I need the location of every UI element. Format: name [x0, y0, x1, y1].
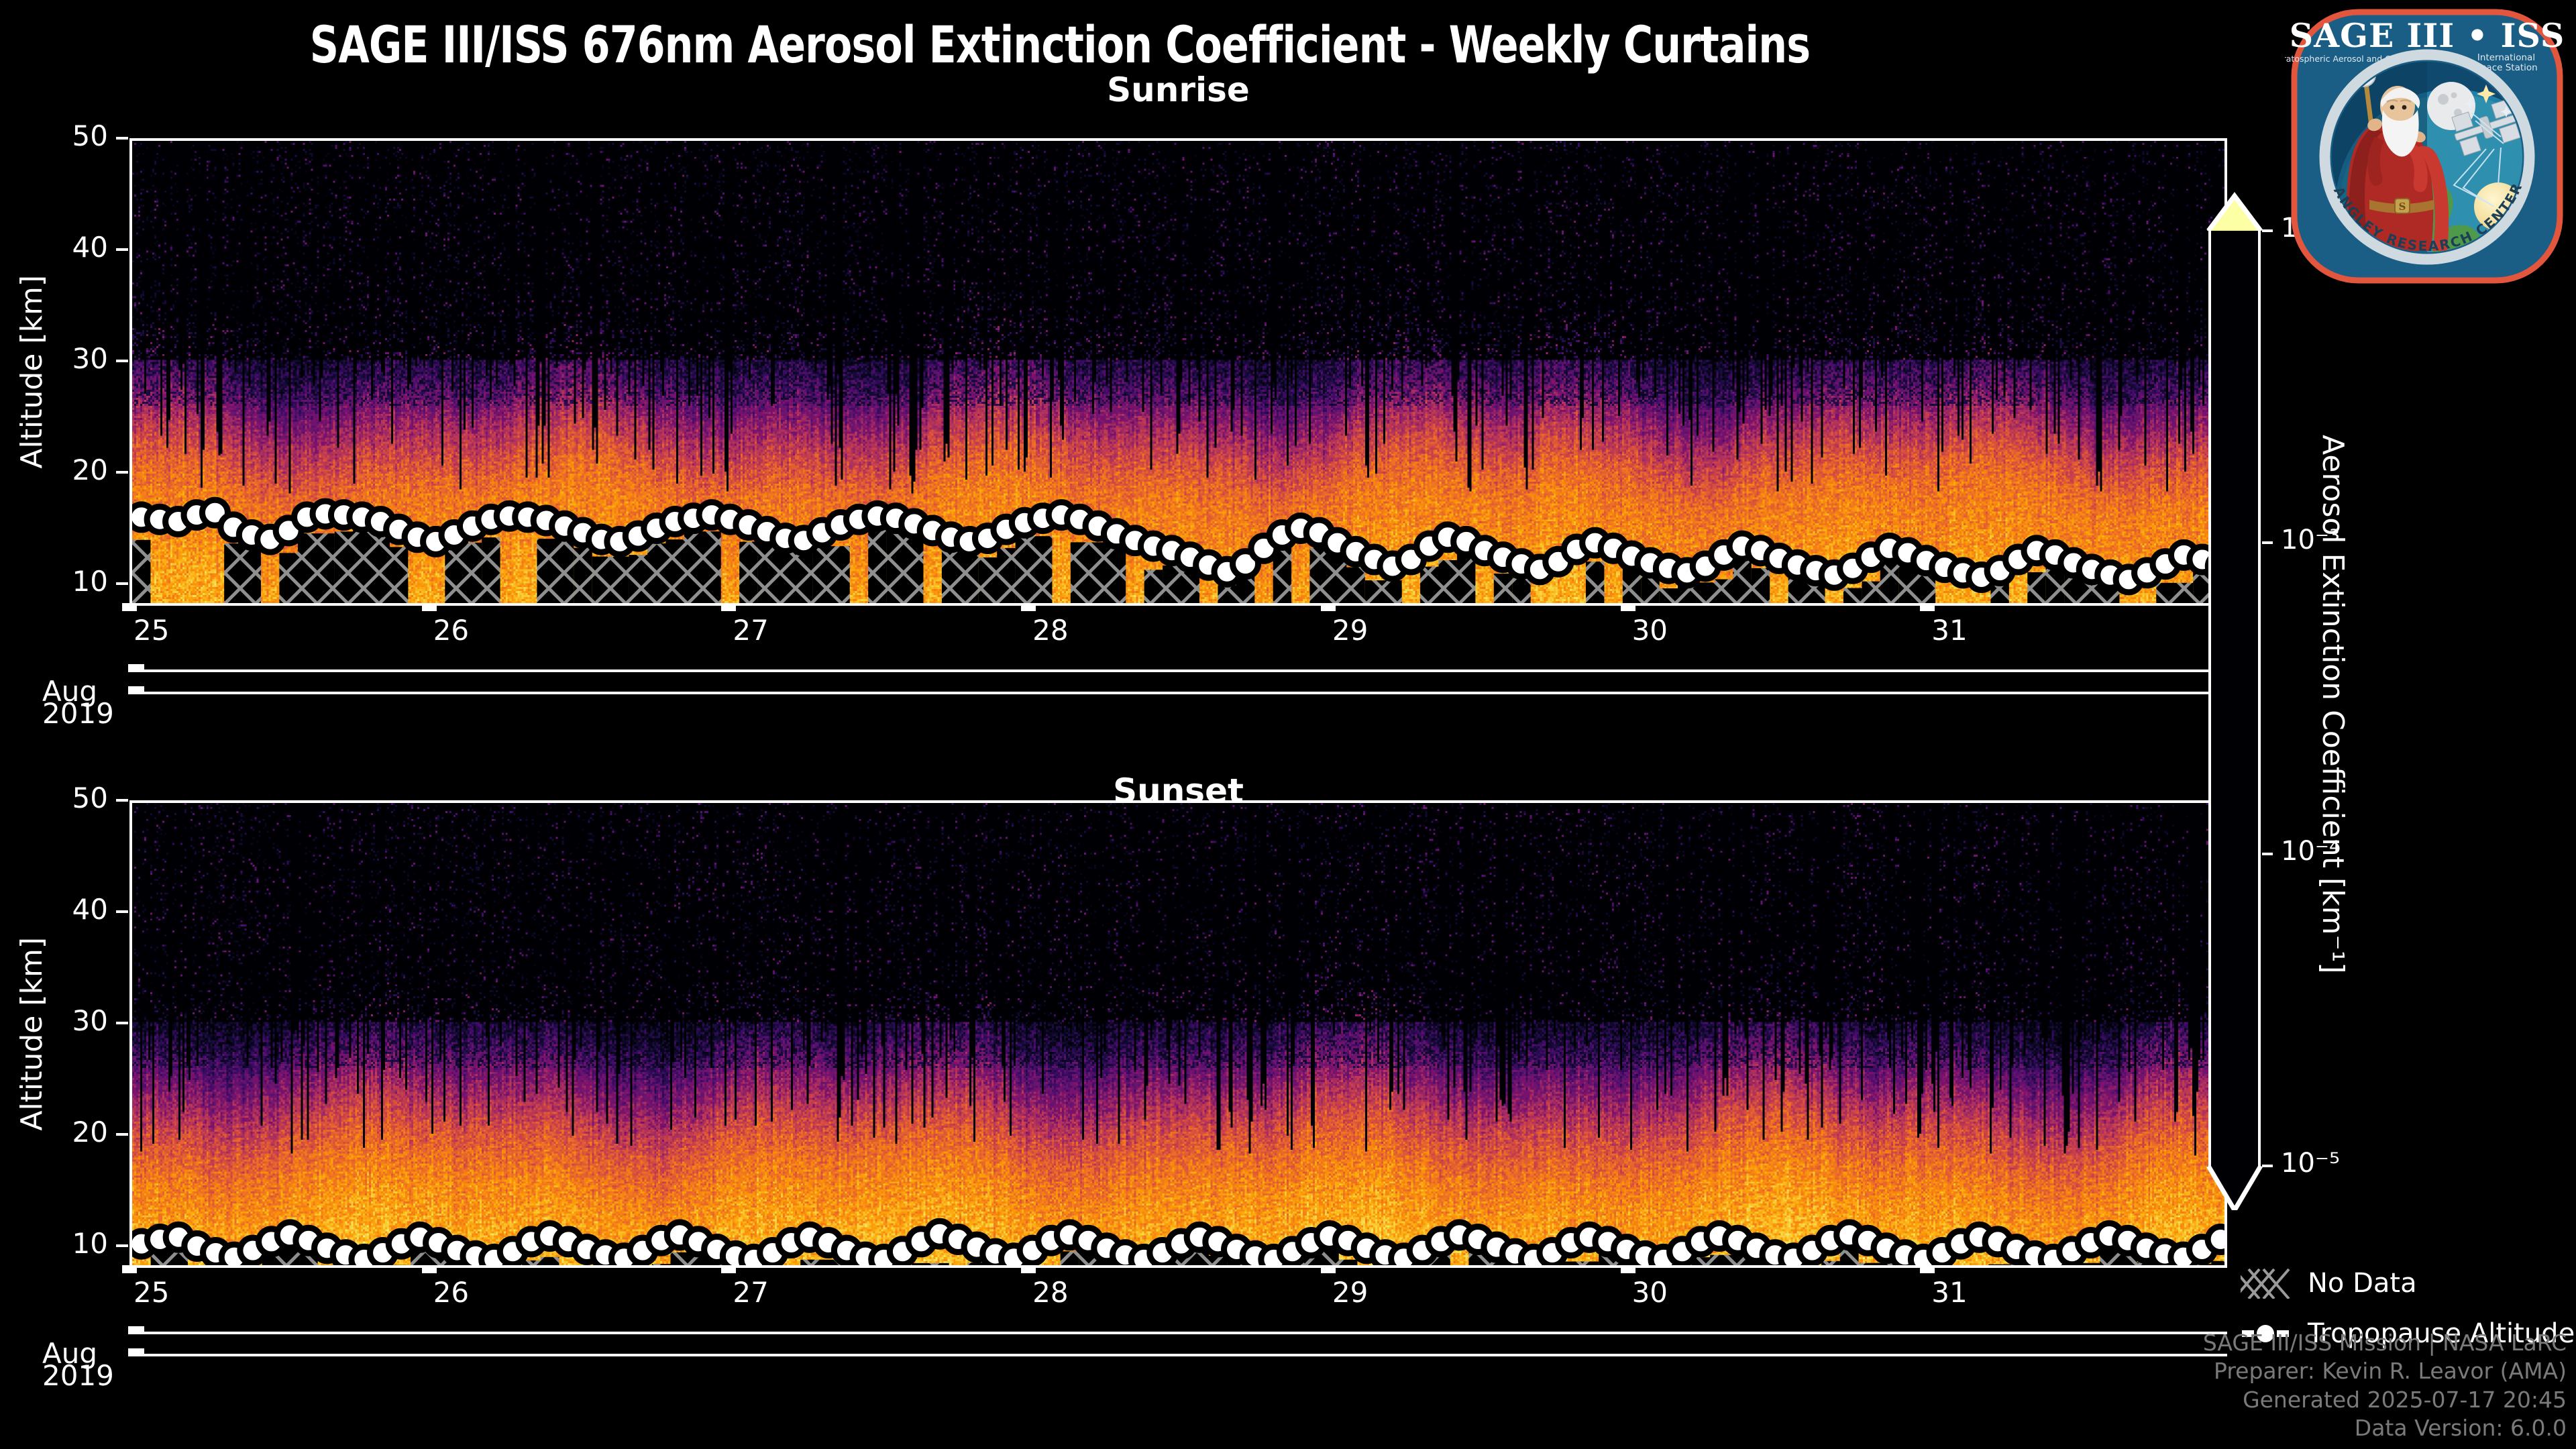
y-tick-label: 30 — [72, 1004, 108, 1037]
colorbar-extend-top-icon — [2207, 196, 2262, 231]
tropopause-markers — [132, 496, 2224, 596]
y-tick-mark — [116, 582, 128, 585]
x-tick-label: 25 — [133, 1276, 170, 1309]
date-level-month: Aug — [42, 675, 98, 708]
x-tick-label: 29 — [1332, 614, 1368, 647]
date-level-line — [129, 669, 2227, 672]
x-tick-mark — [721, 1265, 737, 1273]
curtain-heatmap-sunset — [132, 803, 2224, 1265]
date-level-tick — [128, 664, 144, 672]
y-tick-label: 20 — [72, 1115, 108, 1148]
page-title: SAGE III/ISS 676nm Aerosol Extinction Co… — [309, 15, 1811, 74]
date-level-line — [129, 1332, 2227, 1334]
x-tick-mark — [1021, 603, 1036, 611]
x-tick-mark — [122, 1265, 137, 1273]
date-level-tick — [128, 686, 144, 694]
hatch-swatch-icon — [2233, 1268, 2290, 1300]
colorbar-tick-label: 10⁻⁴ — [2281, 836, 2341, 867]
y-tick-mark — [116, 799, 128, 802]
colorbar-extend-bottom-icon — [2207, 1166, 2262, 1210]
y-tick-mark — [116, 1244, 128, 1247]
curtain-overlay — [132, 496, 2224, 603]
legend-item-no-data[interactable]: No Data — [2233, 1268, 2417, 1300]
y-tick-label: 50 — [72, 119, 108, 152]
date-level-tick — [128, 1326, 144, 1334]
curtain-overlay — [132, 1218, 2224, 1265]
colorbar-gradient — [2208, 231, 2261, 1166]
y-tick-label: 10 — [72, 1226, 108, 1260]
x-tick-mark — [1620, 1265, 1635, 1273]
y-tick-mark — [116, 1132, 128, 1136]
y-tick-label: 40 — [72, 892, 108, 926]
x-tick-mark — [122, 603, 137, 611]
x-tick-label: 27 — [733, 1276, 769, 1309]
x-tick-label: 31 — [1931, 614, 1968, 647]
y-tick-mark — [116, 137, 128, 140]
x-tick-label: 31 — [1931, 1276, 1968, 1309]
x-tick-mark — [1320, 603, 1336, 611]
x-tick-label: 25 — [133, 614, 170, 647]
footer-line-preparer: Preparer: Kevin R. Leavor (AMA) — [2214, 1358, 2567, 1385]
y-tick-mark — [116, 359, 128, 362]
x-tick-mark — [1920, 603, 1935, 611]
footer-line-generated: Generated 2025-07-17 20:45 — [2243, 1386, 2567, 1413]
svg-text:International: International — [2477, 52, 2535, 63]
date-level-year: 2019 — [42, 697, 114, 730]
date-level-year: 2019 — [42, 1359, 114, 1392]
svg-text:S: S — [2399, 201, 2406, 213]
legend-label-tropopause: Tropopause Altitude — [2308, 1318, 2575, 1349]
colorbar-tick-label: 10⁻⁵ — [2281, 1148, 2341, 1179]
y-tick-mark — [116, 470, 128, 474]
colorbar-tick-mark — [2262, 541, 2273, 544]
line-marker-swatch-icon — [2241, 1318, 2290, 1349]
curtain-plot-sunrise[interactable] — [129, 138, 2227, 606]
x-tick-mark — [1920, 1265, 1935, 1273]
curtain-plot-sunset[interactable] — [129, 800, 2227, 1268]
x-tick-label: 26 — [433, 1276, 470, 1309]
date-level-tick — [128, 1348, 144, 1356]
tropopause-markers — [132, 1218, 2224, 1265]
footer-line-mission: SAGE III/ISS Mission | NASA LaRC — [2202, 1330, 2567, 1356]
colorbar-tick-mark — [2262, 1165, 2273, 1167]
legend-item-tropopause[interactable]: Tropopause Altitude — [2241, 1318, 2575, 1349]
y-tick-mark — [116, 1021, 128, 1024]
footer-line-version: Data Version: 6.0.0 — [2354, 1414, 2567, 1441]
sage-iii-iss-mission-patch-logo: SAGE III • ISS Stratospheric Aerosol and… — [2274, 0, 2569, 290]
x-tick-label: 30 — [1631, 1276, 1668, 1309]
x-tick-label: 28 — [1032, 614, 1069, 647]
panel-title-sunrise: Sunrise — [1107, 70, 1250, 109]
x-tick-mark — [421, 1265, 437, 1273]
x-tick-mark — [421, 603, 437, 611]
date-level-line — [129, 692, 2227, 694]
x-tick-label: 27 — [733, 614, 769, 647]
x-tick-label: 28 — [1032, 1276, 1069, 1309]
colorbar-tick-mark — [2262, 853, 2273, 856]
x-tick-label: 26 — [433, 614, 470, 647]
y-tick-label: 40 — [72, 230, 108, 264]
x-tick-label: 30 — [1631, 614, 1668, 647]
y-tick-mark — [116, 910, 128, 913]
colorbar-tick-mark — [2262, 229, 2273, 232]
y-tick-label: 50 — [72, 782, 108, 814]
x-tick-mark — [1021, 1265, 1036, 1273]
x-tick-label: 29 — [1332, 1276, 1368, 1309]
date-level-month: Aug — [42, 1337, 98, 1370]
date-level-line — [129, 1354, 2227, 1356]
footer-credits: SAGE III/ISS Mission | NASA LaRC Prepare… — [2203, 1329, 2567, 1442]
colorbar-title-text: Aerosol Extinction Coefficient [km⁻¹] — [2316, 435, 2350, 974]
x-tick-mark — [1320, 1265, 1336, 1273]
x-tick-mark — [721, 603, 737, 611]
legend-label-no-data: No Data — [2308, 1268, 2417, 1299]
y-tick-label: 20 — [72, 453, 108, 486]
y-tick-label: 30 — [72, 341, 108, 375]
y-tick-label: 10 — [72, 564, 108, 598]
y-tick-mark — [116, 248, 128, 251]
svg-text:SAGE III • ISS: SAGE III • ISS — [2290, 16, 2565, 55]
colorbar-tick-label: 10⁻³ — [2281, 524, 2341, 555]
x-tick-mark — [1620, 603, 1635, 611]
